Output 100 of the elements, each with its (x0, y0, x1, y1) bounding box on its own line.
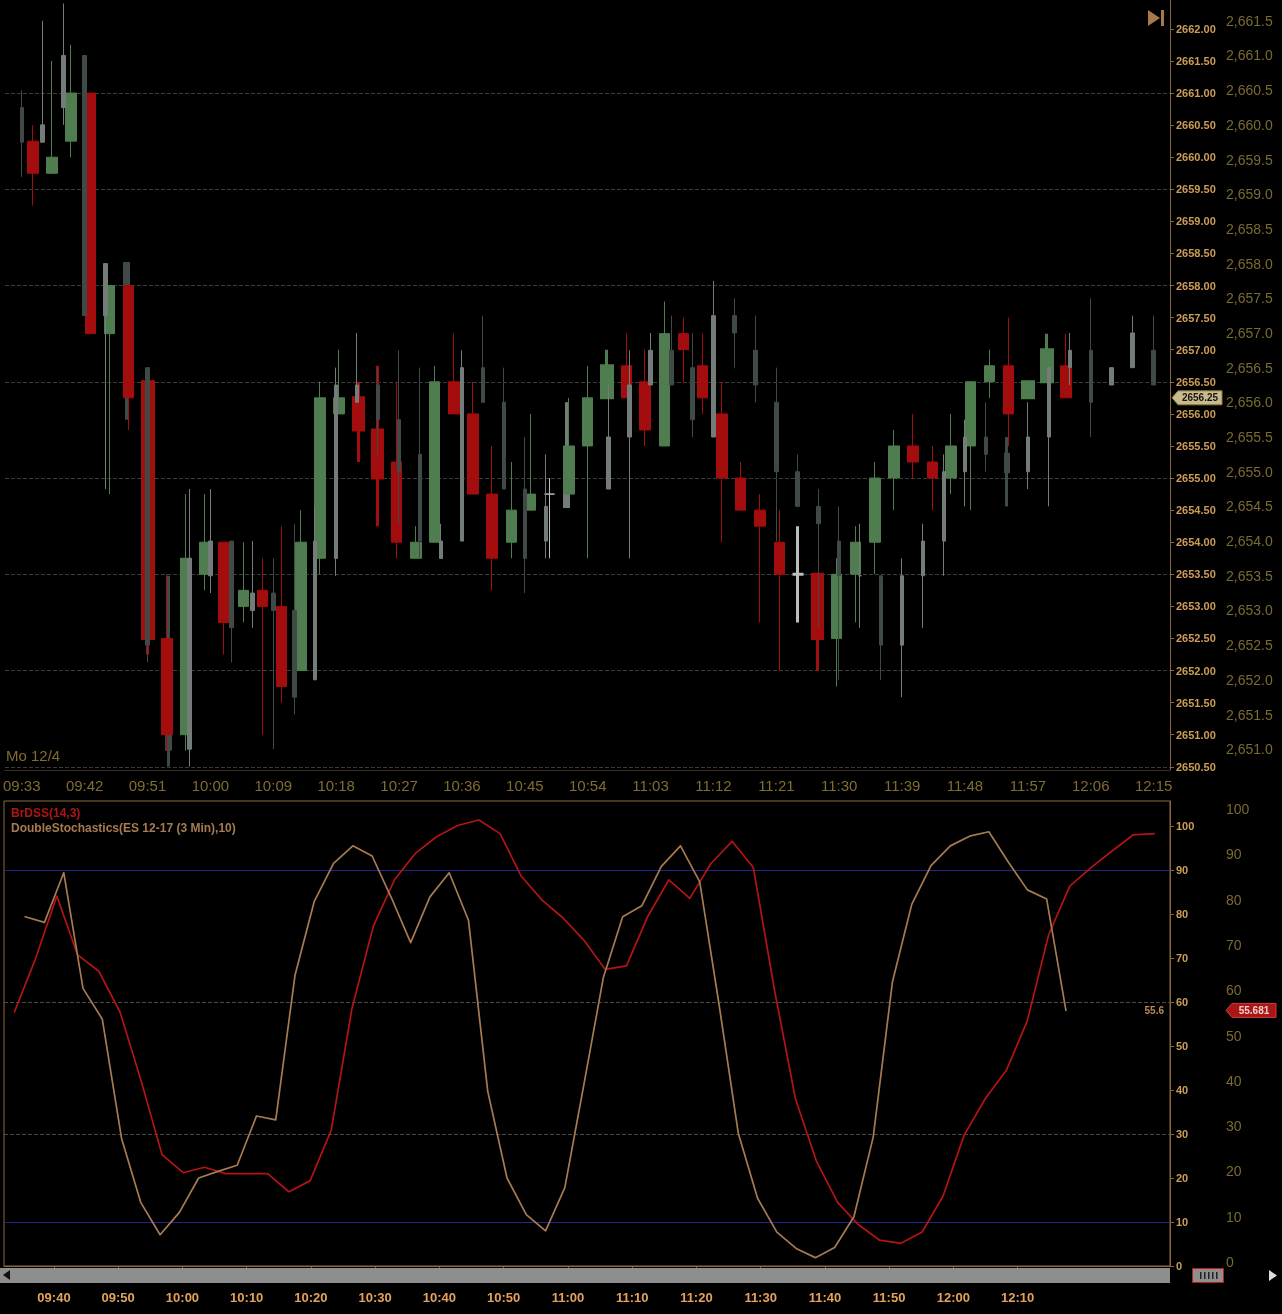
y2-tick-label: 2,660.0 (1226, 116, 1273, 133)
candlestick (460, 349, 464, 542)
candlestick (791, 526, 805, 623)
y-tick-label: 2657.50 (1176, 311, 1216, 324)
candlestick (850, 525, 861, 623)
candlestick (927, 445, 938, 511)
y2-tick-label: 10 (1226, 1208, 1242, 1225)
candlestick (816, 488, 821, 629)
annotation: Mo 12/4 (6, 747, 61, 764)
candlestick (795, 453, 800, 507)
y-tick-label: 2651.00 (1176, 728, 1216, 741)
y-tick-label: 100 (1176, 820, 1195, 833)
candlestick (984, 349, 995, 399)
candlestick (697, 333, 708, 415)
candlestick (888, 429, 900, 511)
candlestick (103, 263, 108, 490)
candlestick (563, 397, 575, 495)
y2-tick-label: 2,657.0 (1226, 324, 1273, 341)
y2-tick-label: 0 (1226, 1253, 1234, 1270)
x-tick-label: 11:20 (680, 1290, 713, 1305)
candlestick (238, 541, 249, 623)
candlestick (467, 381, 479, 495)
candlestick (295, 509, 307, 672)
candlestick (397, 349, 401, 525)
candlestick (869, 461, 881, 575)
candlestick (639, 349, 651, 447)
candlestick (525, 413, 536, 511)
x-tick-label: 10:10 (230, 1290, 264, 1305)
candlestick (965, 381, 976, 511)
y-tick-label: 2662.00 (1176, 22, 1216, 35)
y-tick-label: 60 (1176, 996, 1189, 1009)
candlestick (945, 413, 957, 495)
candlestick (313, 505, 317, 681)
x-tick-label: 11:12 (695, 777, 732, 794)
y2-tick-label: 60 (1226, 982, 1242, 999)
x-tick-label: 11:30 (744, 1290, 777, 1305)
candlestick (669, 315, 674, 386)
y-tick-label: 2657.00 (1176, 343, 1216, 356)
candlestick (334, 367, 338, 577)
y2-tick-label: 2,651.0 (1226, 741, 1273, 758)
x-tick-label: 12:15 (1134, 777, 1173, 794)
candlestick (942, 453, 946, 577)
x-tick-label: 10:30 (358, 1290, 392, 1305)
y-tick-label: 2659.50 (1176, 183, 1216, 196)
y2-tick-label: 2,660.5 (1226, 82, 1273, 99)
y-tick-label: 80 (1176, 908, 1189, 921)
y2-tick-label: 2,658.5 (1226, 220, 1273, 237)
candlestick (410, 525, 422, 559)
candlestick (218, 541, 230, 655)
y2-tick-label: 2,654.5 (1226, 498, 1273, 515)
x-tick-label: 12:00 (936, 1290, 970, 1305)
candlestick (376, 367, 380, 455)
x-tick-label: 11:03 (632, 777, 669, 794)
x-tick-label: 10:36 (443, 777, 481, 794)
candlestick (831, 557, 842, 688)
y-tick-label: 2654.00 (1176, 536, 1216, 549)
candlestick (544, 477, 555, 559)
x-tick-label: 10:45 (506, 777, 544, 794)
y2-tick-label: 2,653.5 (1226, 567, 1273, 584)
y-tick-label: 0 (1176, 1260, 1183, 1272)
candlestick (61, 2, 66, 126)
candlestick (486, 445, 498, 591)
candlestick (276, 525, 287, 704)
x-tick-label: 10:50 (487, 1290, 521, 1305)
candlestick (774, 509, 785, 672)
y-tick-label: 2653.00 (1176, 600, 1216, 613)
y2-tick-label: 30 (1226, 1118, 1242, 1135)
candlestick (257, 557, 268, 736)
y-tick-label: 40 (1176, 1084, 1189, 1097)
candlestick (678, 317, 689, 383)
x-tick-label: 10:18 (317, 777, 355, 794)
candlestick (1026, 401, 1030, 490)
candlestick (582, 365, 593, 559)
y2-tick-label: 50 (1226, 1027, 1242, 1044)
y-tick-label: 90 (1176, 864, 1189, 877)
candlestick (984, 401, 988, 473)
candlestick (481, 315, 485, 403)
y-tick-label: 2661.00 (1176, 87, 1216, 100)
candlestick (921, 523, 925, 629)
candlestick (1068, 332, 1072, 386)
x-tick-label: 10:09 (254, 777, 293, 794)
y2-tick-label: 2,657.5 (1226, 290, 1273, 307)
y-tick-label: 2656.00 (1176, 407, 1216, 420)
y-tick-label: 2660.50 (1176, 119, 1216, 132)
y2-tick-label: 40 (1226, 1072, 1242, 1089)
y-tick-label: 50 (1176, 1040, 1189, 1053)
y2-tick-label: 2,654.0 (1226, 533, 1273, 550)
y-tick-label: 2653.50 (1176, 568, 1216, 581)
candlestick (40, 20, 45, 143)
candlestick (774, 367, 779, 542)
y2-tick-label: 100 (1226, 801, 1250, 818)
candlestick (606, 384, 611, 490)
x-tick-label: 10:20 (294, 1290, 328, 1305)
text: 55.681 (1238, 1004, 1270, 1016)
annotation: 55.6 (1144, 1004, 1165, 1016)
y2-tick-label: 70 (1226, 936, 1242, 953)
candlestick (439, 523, 443, 559)
x-tick-label: 11:48 (946, 777, 984, 794)
candlestick (502, 367, 506, 490)
candlestick (1151, 315, 1156, 386)
